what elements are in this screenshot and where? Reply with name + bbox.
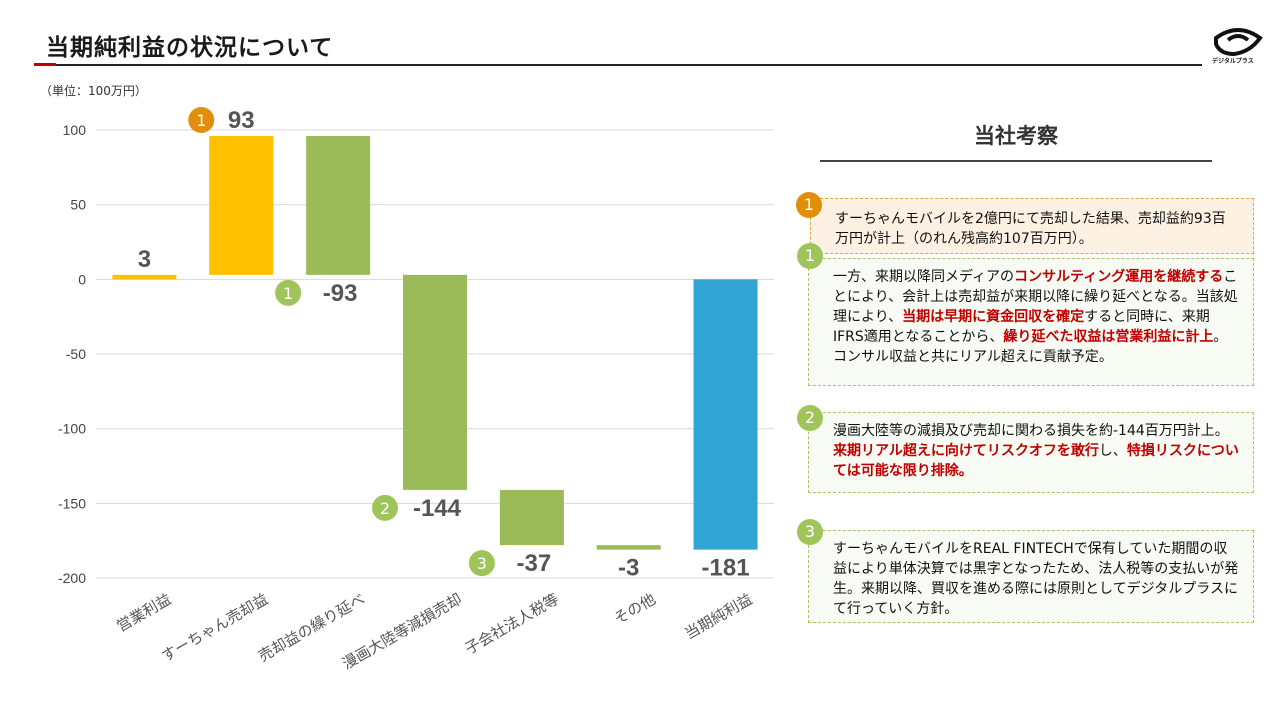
panel-title: 当社考察: [974, 124, 1058, 148]
note-text: 漫画大陸等の減損及び売却に関わる損失を約-144百万円計上。: [833, 423, 1229, 439]
label-badge: [188, 106, 215, 133]
note-box-3: すーちゃんモバイルをREAL FINTECHで保有していた期間の収益により単体決…: [808, 530, 1254, 623]
data-label: 3: [138, 246, 151, 273]
label-badge-number: 3: [477, 554, 487, 573]
note-badge-1: 1: [796, 192, 822, 218]
label-badge-number: 1: [196, 111, 206, 130]
note-badge-2: 2: [797, 405, 823, 431]
note-badge-1b: 1: [797, 243, 823, 269]
title-accent: [34, 63, 56, 66]
data-label: -93: [323, 280, 358, 307]
x-tick-label: 当期純利益: [682, 590, 756, 643]
y-tick-label: -50: [66, 346, 86, 362]
note-highlight: 来期リアル超えに向けてリスクオフを敢行: [833, 443, 1099, 459]
note-text: 。コンサル収益と共にリアル超えに貢献予定。: [833, 329, 1228, 365]
x-tick-label: すーちゃん売却益: [158, 590, 271, 666]
note-highlight: 繰り延べた収益は営業利益に計上: [1003, 329, 1214, 345]
data-label: -37: [517, 550, 552, 577]
x-tick-label: 子会社法人税等: [462, 590, 562, 658]
note-highlight: 特損リスクについては可能な限り排除。: [833, 443, 1239, 479]
label-badge: [468, 550, 495, 577]
page-title: 当期純利益の状況について: [46, 35, 334, 61]
note-text: すると同時に、来期IFRS適用となることから、: [833, 309, 1210, 345]
title-underline: [34, 64, 1202, 66]
bar: [693, 279, 758, 550]
bar: [596, 545, 661, 550]
panel-title-rule: [820, 160, 1212, 162]
note-badge-3: 3: [797, 519, 823, 545]
bar: [112, 274, 177, 280]
bar: [209, 135, 274, 275]
logo-text: デジタルプラス: [1212, 58, 1254, 65]
label-badge-number: 1: [283, 284, 293, 303]
note-box-1: すーちゃんモバイルを2億円にて売却した結果、売却益約93百万円が計上（のれん残高…: [810, 198, 1254, 254]
note-box-3-text: すーちゃんモバイルをREAL FINTECHで保有していた期間の収益により単体決…: [833, 541, 1239, 617]
note-highlight: コンサルティング運用を継続する: [1014, 269, 1224, 285]
y-tick-label: -150: [58, 495, 86, 511]
y-tick-label: -100: [58, 421, 86, 437]
label-badge: [275, 279, 302, 306]
data-label: -3: [618, 555, 639, 582]
unit-label: （単位：100万円）: [40, 84, 147, 98]
bar: [403, 274, 467, 490]
note-box-2: 漫画大陸等の減損及び売却に関わる損失を約-144百万円計上。来期リアル超えに向け…: [808, 412, 1254, 493]
bar: [306, 135, 371, 275]
waterfall-chart: 100 50 0 -50 -100 -150 -200 3 営業利益 93 1 すーちゃん売却益 -93…: [58, 106, 774, 673]
data-label: 93: [228, 107, 255, 134]
bar: [499, 489, 564, 546]
logo-icon: [1214, 28, 1263, 57]
y-tick-label: 0: [78, 271, 86, 287]
note-text: 一方、来期以降同メディアの: [833, 269, 1015, 285]
note-highlight: 当期は早期に資金回収を確定: [902, 309, 1085, 325]
note-text: し、: [1098, 443, 1127, 459]
label-badge-number: 2: [380, 499, 390, 518]
x-tick-label: その他: [611, 590, 659, 628]
y-tick-label: -200: [58, 570, 86, 586]
note-box-1-text: すーちゃんモバイルを2億円にて売却した結果、売却益約93百万円が計上（のれん残高…: [835, 211, 1226, 247]
label-badge: [372, 494, 398, 521]
data-label: -181: [702, 555, 750, 582]
note-box-1b: 一方、来期以降同メディアのコンサルティング運用を継続することにより、会計上は売却…: [808, 258, 1254, 386]
data-label: -144: [413, 495, 462, 522]
x-tick-label: 営業利益: [113, 590, 174, 636]
y-tick-label: 50: [70, 197, 86, 213]
y-tick-label: 100: [63, 122, 87, 138]
note-text: ことにより、会計上は売却益が来期以降に繰り延べとなる。当該処理により、: [833, 269, 1238, 325]
